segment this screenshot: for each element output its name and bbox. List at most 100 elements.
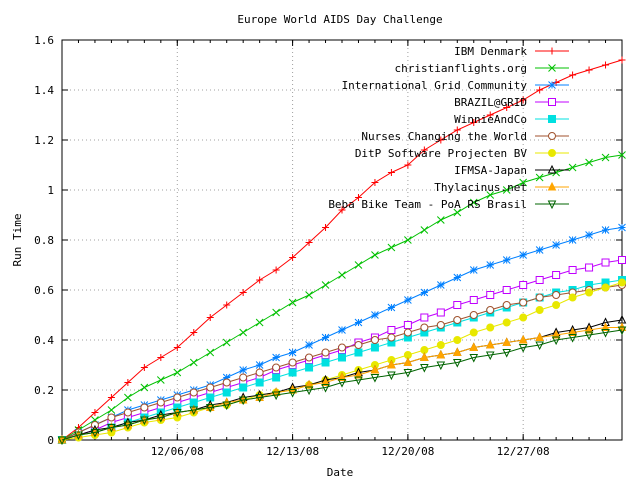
data-point — [502, 337, 512, 346]
data-point — [288, 298, 297, 307]
series-10 — [57, 326, 627, 446]
data-point — [618, 278, 626, 287]
data-point — [256, 276, 264, 284]
data-point — [173, 368, 182, 377]
data-point — [469, 266, 478, 274]
data-point — [584, 324, 594, 334]
data-point — [568, 334, 577, 343]
data-point — [123, 421, 133, 431]
legend-entry: Nurses Changing the World — [361, 130, 569, 143]
legend-entry: DitP Software Projecten BV — [355, 147, 569, 160]
data-point — [140, 364, 148, 371]
data-point — [338, 343, 346, 352]
data-point — [453, 126, 461, 134]
data-point — [371, 179, 379, 186]
series-line — [61, 329, 623, 441]
data-point — [420, 364, 429, 373]
data-point — [519, 298, 528, 307]
data-point — [124, 393, 132, 402]
data-point — [107, 424, 116, 433]
data-point — [420, 313, 429, 322]
data-point — [107, 413, 116, 422]
data-point — [140, 416, 149, 426]
data-point — [222, 401, 232, 411]
legend-label: BRAZIL@GRID — [454, 96, 527, 109]
data-point — [206, 348, 215, 357]
plot-frame — [61, 39, 623, 441]
legend-entry: BRAZIL@GRID — [454, 96, 569, 109]
data-point — [272, 266, 280, 274]
data-point — [272, 353, 280, 362]
data-point — [569, 71, 577, 79]
data-point — [403, 328, 412, 337]
data-point — [535, 332, 544, 341]
legend-label: IFMSA-Japan — [454, 164, 527, 177]
data-point — [551, 329, 561, 339]
data-point — [288, 348, 297, 357]
data-point — [321, 358, 330, 367]
y-tick-label: 1.2 — [34, 134, 54, 147]
data-point — [239, 289, 247, 296]
data-point — [452, 347, 462, 356]
series-group — [57, 56, 627, 446]
data-point — [502, 318, 511, 327]
y-tick-label: 0 — [47, 434, 54, 447]
data-point — [173, 344, 181, 351]
data-point — [189, 406, 199, 416]
data-point — [305, 341, 313, 349]
data-point — [585, 231, 593, 239]
y-tick-label: 0.2 — [34, 384, 54, 397]
data-point — [206, 314, 214, 321]
data-point — [190, 329, 198, 336]
data-point — [535, 276, 544, 284]
data-point — [469, 296, 478, 304]
y-tick-label: 0.4 — [34, 334, 54, 347]
data-point — [107, 406, 116, 414]
data-point — [387, 371, 396, 381]
data-point — [387, 359, 396, 369]
data-point — [519, 281, 528, 289]
data-point — [485, 351, 495, 361]
legend-entry: International Grid Community — [342, 79, 569, 92]
data-point — [535, 246, 544, 254]
data-point — [453, 208, 462, 217]
data-point — [239, 383, 248, 392]
data-point — [469, 328, 478, 337]
y-tick-label: 1 — [47, 184, 54, 197]
data-point — [322, 224, 330, 231]
legend-label: International Grid Community — [342, 79, 528, 92]
data-point — [535, 293, 544, 302]
data-point — [387, 326, 396, 334]
data-point — [618, 56, 626, 64]
legend-entry: IFMSA-Japan — [454, 164, 569, 177]
data-point — [222, 378, 231, 387]
data-point — [272, 363, 281, 372]
data-point — [370, 336, 379, 344]
data-point — [338, 353, 346, 362]
legend-label: Thylacinus.net — [434, 181, 527, 194]
data-point — [272, 373, 281, 382]
data-point — [486, 291, 495, 299]
data-point — [222, 373, 231, 382]
data-point — [387, 243, 396, 252]
data-point — [156, 414, 166, 423]
x-tick-label: 12/06/08 — [151, 445, 204, 458]
data-point — [338, 271, 346, 279]
data-point — [338, 206, 346, 214]
data-point — [486, 323, 495, 332]
data-point — [453, 336, 462, 344]
data-point — [436, 308, 445, 317]
data-point — [370, 364, 380, 374]
data-point — [321, 281, 330, 289]
data-point — [338, 326, 346, 334]
data-point — [453, 273, 462, 282]
data-point — [123, 408, 132, 417]
data-point — [486, 191, 495, 199]
data-point — [321, 384, 330, 393]
data-point — [404, 236, 412, 244]
x-tick-label: 12/13/08 — [266, 445, 319, 458]
data-point — [601, 258, 610, 267]
legend-entry: IBM Denmark — [454, 45, 569, 58]
data-point — [436, 361, 446, 371]
legend-label: WinnieAndCo — [454, 113, 527, 126]
